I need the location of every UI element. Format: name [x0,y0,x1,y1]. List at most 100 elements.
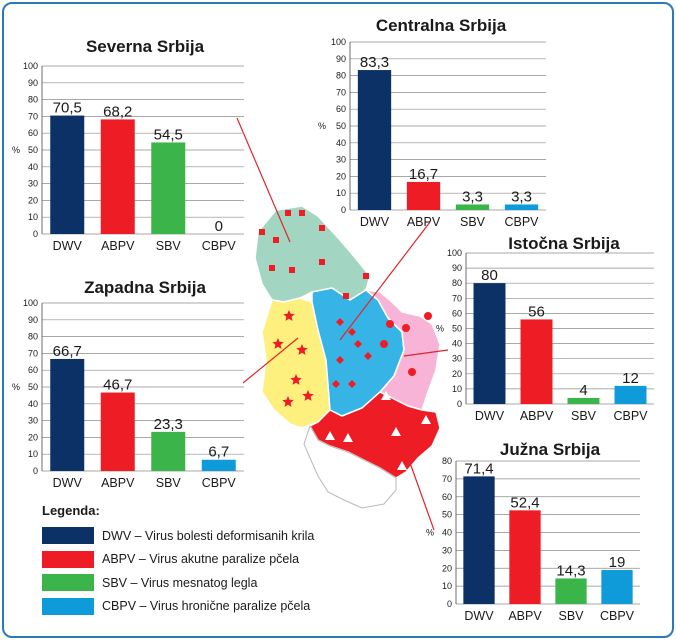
legend-item-dwv: DWV – Virus bolesti deformisanih krila [42,524,342,548]
x-tick-label: SBV [571,409,597,423]
y-tick-label: 80 [28,95,38,105]
map-marker-diamond [348,328,356,336]
y-tick-label: 60 [28,365,38,375]
connector-east [403,349,449,357]
y-tick-label: 100 [331,37,346,47]
y-tick-label: 20 [452,369,462,379]
data-label: 70,5 [53,100,82,117]
y-axis-label: % [12,382,20,392]
region-kosovo-map [303,424,397,509]
y-tick-label: 80 [452,278,462,288]
connector-west [242,337,299,384]
y-tick-label: 10 [28,449,38,459]
y-axis-label: % [426,528,434,538]
map-marker-square [273,237,279,243]
map-marker-triangle [325,431,335,440]
data-label: 71,4 [464,460,493,477]
bar-cbpv [614,385,647,404]
bar-abpv [100,392,135,471]
bar-cbpv [601,570,633,604]
y-tick-label: 30 [28,416,38,426]
x-tick-label: DWV [360,215,390,229]
data-label: 83,3 [360,54,389,71]
connector-south [403,445,435,531]
data-label: 56 [528,303,545,320]
x-tick-label: CBPV [613,409,648,423]
y-tick-label: 90 [28,315,38,325]
y-axis-label: % [12,145,20,155]
map-marker-triangle [391,427,401,436]
bar-cbpv [201,459,236,471]
x-tick-label: DWV [464,609,494,623]
y-axis-label: % [318,121,326,131]
bar-sbv [567,397,600,404]
data-label: 46,7 [103,377,132,394]
data-label: 19 [609,554,626,571]
bar-dwv [473,283,506,404]
connector-central [339,221,431,341]
data-label: 6,7 [208,444,229,461]
y-tick-label: 0 [447,599,452,609]
y-tick-label: 80 [336,71,346,81]
x-tick-label: CBPV [504,215,539,229]
y-tick-label: 30 [28,179,38,189]
legend-label-abpv: ABPV – Virus akutne paralize pčela [102,552,300,567]
x-tick-label: DWV [475,409,505,423]
y-tick-label: 80 [442,456,452,466]
map-marker-diamond [354,340,362,348]
y-tick-label: 50 [452,324,462,334]
bar-sbv [151,142,186,234]
data-label: 52,4 [510,494,539,511]
data-label: 3,3 [462,188,483,205]
map-marker-triangle [397,461,407,470]
map-marker-circle [386,320,394,328]
map-marker-square [363,273,369,279]
bar-cbpv [504,204,539,210]
bar-dwv [50,358,85,471]
data-label: 0 [215,218,223,235]
x-tick-label: CBPV [202,239,237,253]
y-tick-label: 50 [28,145,38,155]
y-tick-label: 0 [33,229,38,239]
y-tick-label: 0 [33,466,38,476]
legend-item-abpv: ABPV – Virus akutne paralize pčela [42,548,342,572]
map-marker-square [343,293,349,299]
y-tick-label: 40 [28,162,38,172]
y-tick-label: 30 [452,354,462,364]
y-tick-label: 70 [28,111,38,121]
map-marker-star [290,374,302,385]
chart-severna-srbija: Severna Srbija 0 10 20 30 40 50 60 70 80 90 100% 70,… [12,37,244,253]
y-tick-label: 80 [28,332,38,342]
legend-swatch-sbv [42,574,94,592]
y-tick-label: 60 [452,308,462,318]
x-tick-label: DWV [53,476,83,490]
x-tick-label: ABPV [101,239,135,253]
data-label: 4 [579,382,587,399]
data-label: 80 [481,267,498,284]
y-tick-label: 60 [28,128,38,138]
legend-label-sbv: SBV – Virus mesnatog legla [102,575,258,590]
data-label: 16,7 [409,166,438,183]
data-label: 68,2 [103,103,132,120]
y-tick-label: 40 [28,399,38,409]
y-tick-label: 10 [28,212,38,222]
bar-sbv [151,431,186,471]
y-tick-label: 60 [336,104,346,114]
y-tick-label: 20 [28,432,38,442]
map-marker-star [302,390,314,401]
data-label: 3,3 [511,188,532,205]
y-tick-label: 70 [442,474,452,484]
x-tick-label: SBV [460,215,486,229]
legend-item-cbpv: CBPV – Virus hronične paralize pčela [42,595,342,619]
data-label: 54,5 [154,126,183,143]
map-marker-circle [424,312,432,320]
y-tick-label: 20 [28,195,38,205]
map-marker-square [269,265,275,271]
x-tick-label: CBPV [600,609,635,623]
bar-sbv [555,578,587,604]
y-axis-label: % [436,324,444,334]
map-marker-triangle [421,415,431,424]
chart-centralna-srbija: Centralna Srbija 0 10 20 30 40 50 60 70 80 90 100% 8… [318,16,546,229]
legend-swatch-dwv [42,527,94,545]
